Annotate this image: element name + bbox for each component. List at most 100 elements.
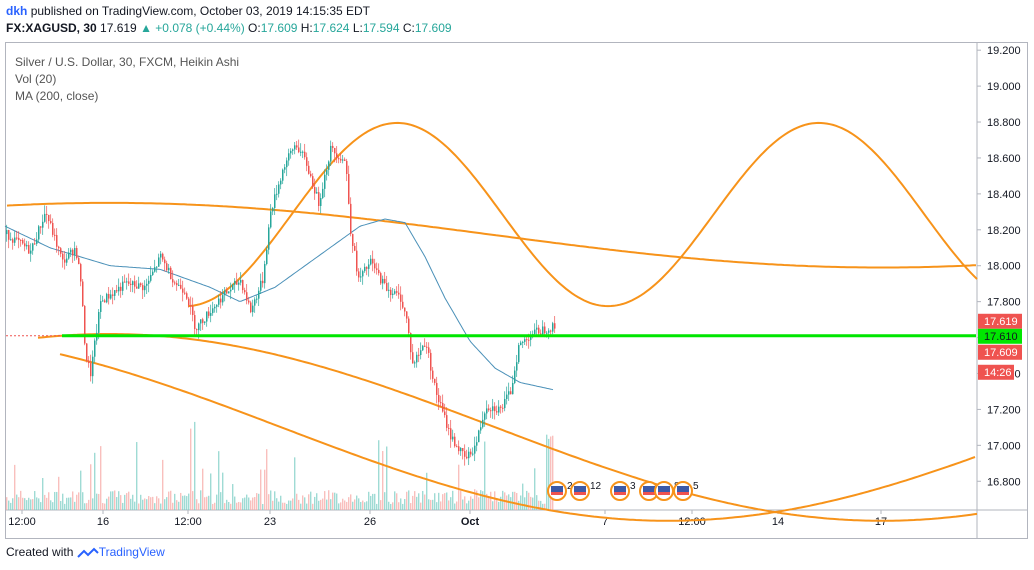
candle-body: [164, 259, 166, 264]
volume-bar: [146, 499, 148, 510]
volume-bar: [316, 493, 318, 510]
candle-body: [282, 169, 284, 181]
volume-bar: [482, 491, 484, 510]
candle-body: [10, 239, 12, 241]
volume-bar: [514, 491, 516, 510]
candle-body: [264, 264, 266, 284]
candle-body: [464, 451, 466, 457]
change-text: +0.078 (+0.44%): [155, 21, 245, 35]
series-title: Silver / U.S. Dollar, 30, FXCM, Heikin A…: [15, 55, 240, 69]
volume-bar: [338, 503, 340, 510]
candle-body: [522, 341, 524, 343]
volume-bar: [140, 494, 142, 510]
volume-bar: [74, 501, 76, 510]
volume-bar: [204, 497, 206, 510]
author-link[interactable]: dkh: [6, 4, 28, 18]
flag-canton: [677, 486, 689, 495]
volume-bar: [548, 438, 550, 510]
volume-bar: [362, 500, 364, 510]
candles: [6, 139, 556, 466]
candle-body: [360, 276, 362, 278]
volume-bar: [90, 464, 92, 510]
candle-body: [98, 311, 100, 333]
candle-body: [232, 284, 234, 290]
flag-stripe: [614, 492, 626, 495]
candle-body: [42, 221, 44, 228]
y-tick-label: 18.200: [987, 225, 1021, 237]
volume-bar: [312, 503, 314, 510]
candle-body: [294, 145, 296, 150]
volume-bar: [414, 491, 416, 510]
candle-body: [320, 198, 322, 206]
tradingview-brand[interactable]: TradingView: [98, 545, 165, 559]
candle-body: [202, 319, 204, 323]
volume-bar: [142, 499, 144, 510]
candle-body: [500, 406, 502, 408]
volume-bar: [284, 502, 286, 510]
candle-body: [518, 345, 520, 363]
candle-body: [526, 339, 528, 341]
volume-bar: [42, 478, 44, 510]
volume-bar: [340, 502, 342, 510]
ohlc-bar: FX:XAGUSD, 30 17.619 ▲ +0.078 (+0.44%) O…: [6, 21, 452, 35]
y-tick-label: 17.000: [987, 440, 1021, 452]
candle-body: [514, 370, 516, 383]
candle-body: [180, 284, 182, 289]
change-value: ▲ +0.078 (+0.44%): [140, 21, 245, 35]
volume-bar: [524, 497, 526, 510]
sine-wave-3: [187, 121, 978, 308]
volume-bar: [510, 497, 512, 510]
candle-body: [460, 447, 462, 452]
volume-bar: [144, 498, 146, 510]
volume-bar: [460, 490, 462, 510]
volume-bar: [488, 496, 490, 510]
volume-bar: [322, 498, 324, 510]
volume-bar: [126, 493, 128, 510]
candle-body: [510, 391, 512, 395]
candle-body: [206, 311, 208, 322]
candle-body: [412, 352, 414, 364]
high-label: H:: [300, 21, 313, 35]
volume-bar: [156, 496, 158, 510]
y-tick-label: 17.200: [987, 404, 1021, 416]
event-count: 2: [567, 481, 573, 492]
volume-bar: [454, 503, 456, 510]
candle-body: [386, 282, 388, 291]
candle-body: [156, 266, 158, 268]
volume-bar: [202, 468, 204, 510]
event-count: 5: [693, 481, 699, 492]
volume-bar: [526, 490, 528, 510]
candle-body: [190, 305, 192, 307]
y-tick-label: 18.400: [987, 189, 1021, 201]
candle-body: [494, 406, 496, 412]
candle-body: [354, 245, 356, 251]
candle-body: [272, 207, 274, 212]
volume-bar: [286, 503, 288, 510]
volume-bar: [196, 499, 198, 510]
candle-body: [408, 318, 410, 334]
candle-body: [72, 249, 74, 256]
candle-body: [456, 446, 458, 448]
volume-bar: [46, 497, 48, 510]
candle-body: [118, 286, 120, 292]
candle-body: [268, 227, 270, 250]
candle-body: [512, 382, 514, 395]
candle-body: [482, 419, 484, 428]
volume-bar: [456, 501, 458, 510]
volume-bar: [428, 499, 430, 510]
sine-wave-2: [37, 333, 978, 522]
volume-bar: [174, 493, 176, 510]
volume-bar: [70, 497, 72, 510]
volume-bar: [426, 472, 428, 510]
volume-bar: [332, 492, 334, 510]
candle-body: [364, 266, 366, 272]
chart-frame[interactable]: [5, 42, 1028, 539]
volume-bar: [222, 472, 224, 510]
price-chart[interactable]: 19.200 19.000 18.800 18.600 18.400 18.200 18.0…: [0, 0, 1034, 545]
candle-body: [332, 145, 334, 148]
candle-body: [236, 281, 238, 285]
volume-bar: [258, 493, 260, 510]
volume-bar: [474, 489, 476, 510]
volume-bar: [150, 497, 152, 510]
candle-body: [384, 278, 386, 283]
